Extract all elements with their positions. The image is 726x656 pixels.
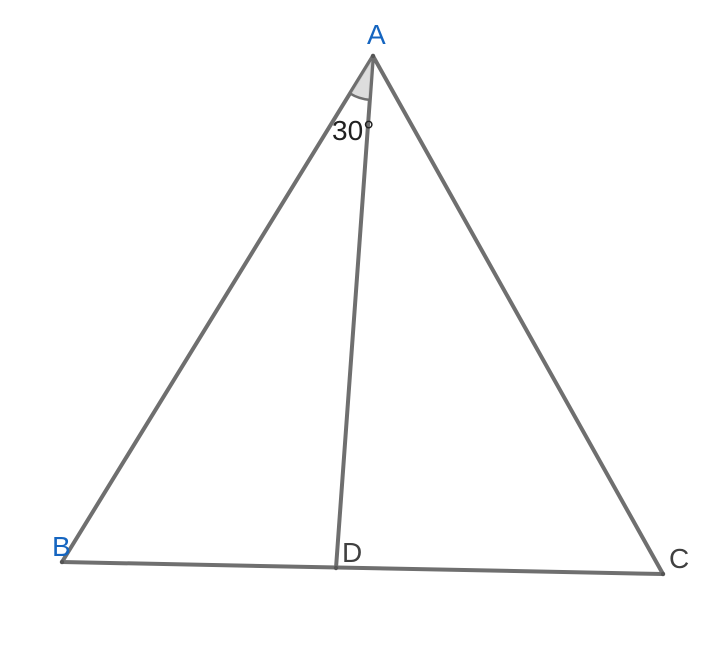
vertex-label-C: C <box>669 543 689 574</box>
edge-AC <box>373 56 663 574</box>
vertex-label-B: B <box>52 531 71 562</box>
geometry-diagram: A B C D 30° <box>0 0 726 656</box>
vertex-A <box>371 54 375 58</box>
angle-marker <box>350 56 373 100</box>
angle-label: 30° <box>332 115 374 146</box>
edge-BC <box>62 562 663 574</box>
vertex-C <box>661 572 665 576</box>
edge-AB <box>62 56 373 562</box>
angle-marker-layer <box>350 56 373 100</box>
vertex-label-D: D <box>342 537 362 568</box>
vertex-D <box>334 566 338 570</box>
vertex-label-A: A <box>367 19 386 50</box>
